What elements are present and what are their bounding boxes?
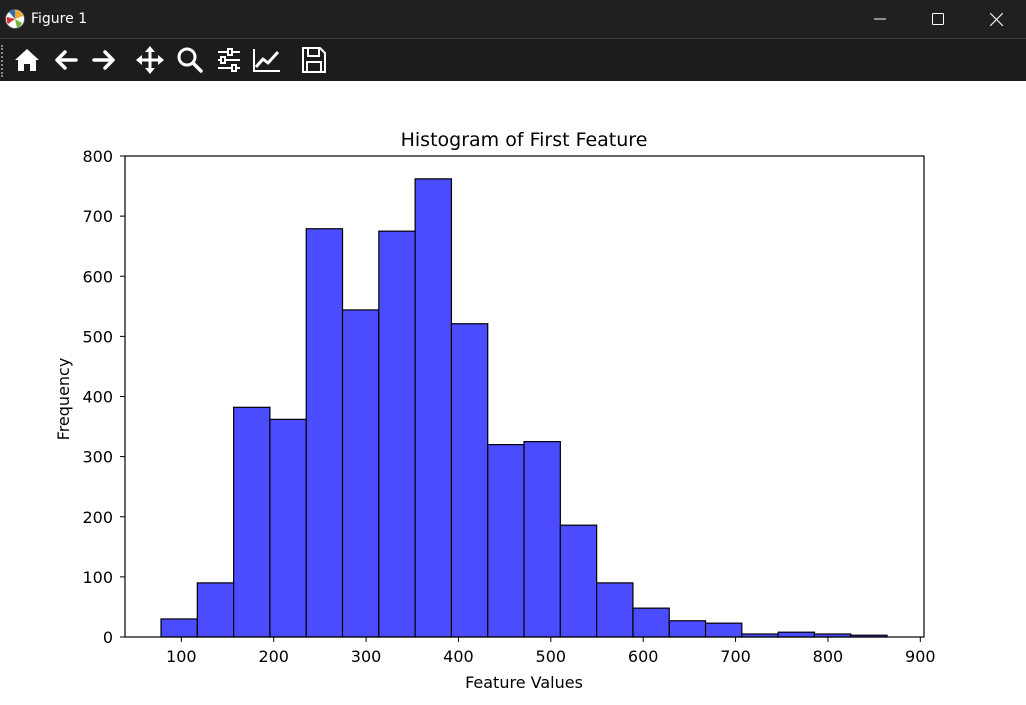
edit-axis-button[interactable] <box>250 43 284 77</box>
histogram-bar <box>632 607 670 638</box>
histogram-bar <box>450 323 489 638</box>
toolbar-grip[interactable] <box>1 45 5 77</box>
maximize-button[interactable] <box>909 0 967 38</box>
close-button[interactable] <box>967 0 1025 38</box>
histogram-chart: Histogram of First Feature 100 200 300 400 5… <box>54 129 936 692</box>
home-button[interactable] <box>10 43 44 77</box>
minimize-icon <box>874 18 886 20</box>
save-button[interactable] <box>297 43 331 77</box>
y-tick-label: 200 <box>82 508 113 527</box>
y-tick-label: 700 <box>82 207 113 226</box>
histogram-bar <box>777 631 816 638</box>
x-tick-label: 200 <box>258 647 289 666</box>
move-icon <box>136 46 164 74</box>
y-tick-label: 300 <box>82 448 113 467</box>
histogram-bar <box>487 444 525 638</box>
axes: 100 200 300 400 500 600 700 800 900 0 100 200 300 400… <box>82 147 935 666</box>
chart-title: Histogram of First Feature <box>401 129 648 151</box>
x-tick-label: 900 <box>905 647 936 666</box>
histogram-bar <box>414 178 453 638</box>
histogram-bars <box>160 178 888 638</box>
x-tick-label: 300 <box>351 647 382 666</box>
figure-canvas[interactable]: Histogram of First Feature 100 200 300 400 5… <box>0 81 1026 705</box>
histogram-bar <box>559 524 598 638</box>
y-tick-label: 100 <box>82 568 113 587</box>
matplotlib-app-icon <box>5 9 25 29</box>
minimize-button[interactable] <box>851 0 909 38</box>
x-tick-label: 500 <box>536 647 567 666</box>
configure-subplots-button[interactable] <box>212 43 246 77</box>
line-chart-icon <box>253 49 280 72</box>
sliders-icon <box>218 48 240 72</box>
home-icon <box>15 49 39 71</box>
histogram-bar <box>269 418 307 638</box>
magnifier-icon <box>177 47 203 73</box>
histogram-bar <box>233 406 271 638</box>
x-tick-label: 700 <box>720 647 751 666</box>
histogram-bar <box>305 228 344 638</box>
y-axis-label: Frequency <box>54 358 73 441</box>
arrow-left-icon <box>55 50 78 70</box>
maximize-icon <box>932 13 944 25</box>
histogram-bar <box>341 309 380 638</box>
navigation-toolbar <box>0 38 1026 81</box>
floppy-disk-icon <box>302 47 326 73</box>
x-tick-label: 800 <box>813 647 844 666</box>
window-titlebar: Figure 1 <box>0 0 1026 38</box>
y-tick-label: 800 <box>82 147 113 166</box>
y-tick-label: 500 <box>82 327 113 346</box>
pan-button[interactable] <box>133 43 167 77</box>
forward-button[interactable] <box>87 43 121 77</box>
arrow-right-icon <box>92 50 115 70</box>
histogram-bar <box>596 582 634 638</box>
y-tick-label: 400 <box>82 388 113 407</box>
histogram-bar <box>523 440 561 638</box>
x-tick-label: 600 <box>628 647 659 666</box>
histogram-bar <box>160 618 198 638</box>
histogram-bar <box>378 230 416 638</box>
x-tick-label: 400 <box>443 647 474 666</box>
x-axis-label: Feature Values <box>465 673 583 692</box>
histogram-bar <box>704 622 743 638</box>
x-tick-label: 100 <box>166 647 197 666</box>
window-title: Figure 1 <box>31 11 88 27</box>
histogram-bar <box>668 620 707 638</box>
zoom-button[interactable] <box>173 43 207 77</box>
histogram-bar <box>196 582 235 638</box>
y-tick-label: 600 <box>82 267 113 286</box>
close-icon <box>989 12 1003 26</box>
back-button[interactable] <box>49 43 83 77</box>
y-tick-label: 0 <box>103 628 113 647</box>
